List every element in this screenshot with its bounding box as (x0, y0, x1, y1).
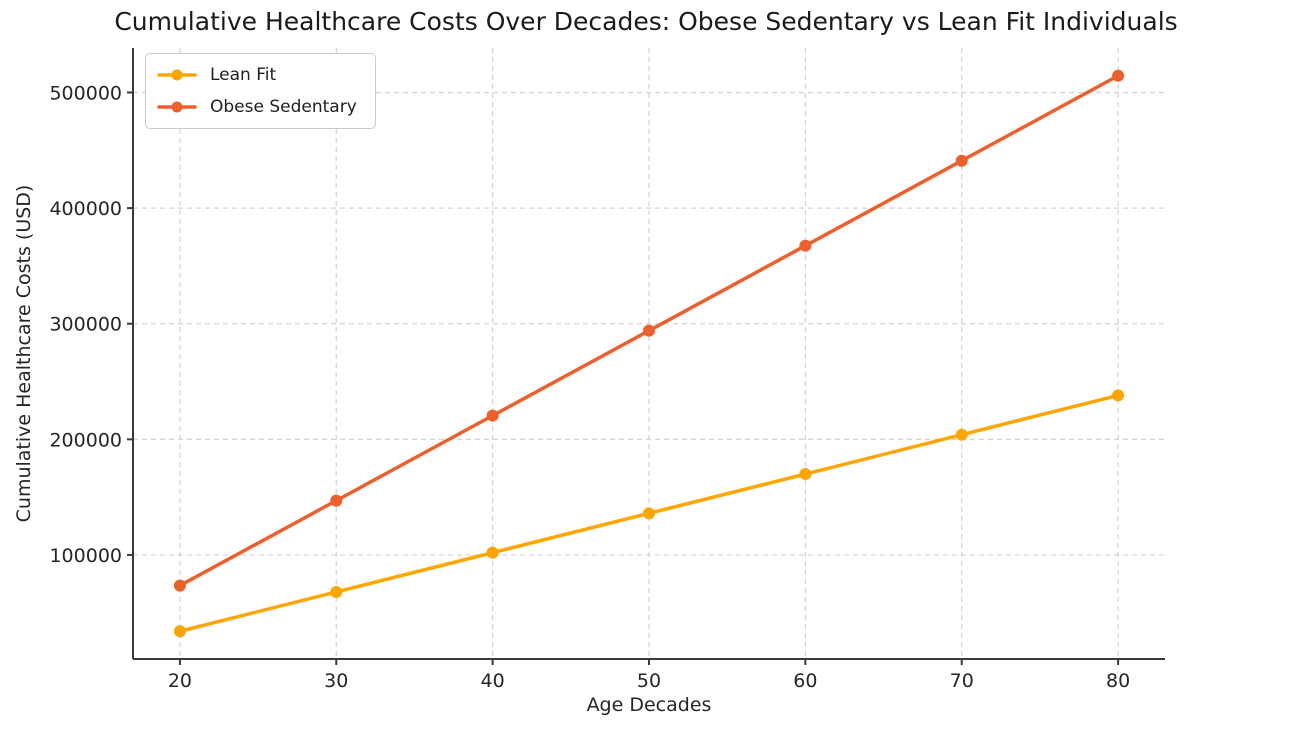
legend-row-obese-sedentary: Obese Sedentary (157, 93, 357, 121)
data-point-lean-fit (486, 546, 499, 559)
legend-label-obese-sedentary: Obese Sedentary (210, 96, 357, 117)
x-tick-label: 80 (1106, 670, 1130, 692)
x-tick-label: 20 (168, 670, 192, 692)
y-tick-label: 200000 (49, 429, 122, 451)
data-point-obese-sedentary (955, 154, 968, 167)
data-point-lean-fit (799, 468, 812, 481)
data-point-lean-fit (1112, 389, 1125, 402)
legend-sample-line-icon (157, 69, 197, 81)
data-point-obese-sedentary (799, 239, 812, 252)
x-tick-label: 60 (793, 670, 817, 692)
data-point-obese-sedentary (1112, 69, 1125, 82)
legend-sample-line-icon (157, 101, 197, 113)
chart-title: Cumulative Healthcare Costs Over Decades… (114, 7, 1178, 36)
data-point-obese-sedentary (643, 324, 655, 337)
data-point-lean-fit (955, 428, 968, 441)
data-point-obese-sedentary (173, 579, 186, 592)
y-tick-label: 100000 (49, 545, 122, 567)
x-tick-label: 50 (637, 670, 661, 692)
x-tick-label: 30 (324, 670, 348, 692)
y-tick-label: 400000 (49, 198, 122, 220)
y-axis-label: Cumulative Healthcare Costs (USD) (13, 185, 35, 523)
legend-label-lean-fit: Lean Fit (210, 64, 277, 85)
x-tick-label: 40 (481, 670, 505, 692)
legend: Lean Fit Obese Sedentary (145, 53, 376, 129)
y-tick-label: 300000 (49, 314, 122, 336)
data-point-lean-fit (330, 585, 343, 598)
data-point-lean-fit (173, 625, 186, 638)
x-axis-label: Age Decades (587, 694, 712, 716)
data-point-obese-sedentary (486, 409, 499, 422)
data-point-obese-sedentary (330, 494, 343, 507)
x-tick-label: 70 (950, 670, 974, 692)
legend-row-lean-fit: Lean Fit (157, 61, 357, 89)
y-tick-label: 500000 (49, 83, 122, 105)
data-point-lean-fit (643, 507, 655, 520)
